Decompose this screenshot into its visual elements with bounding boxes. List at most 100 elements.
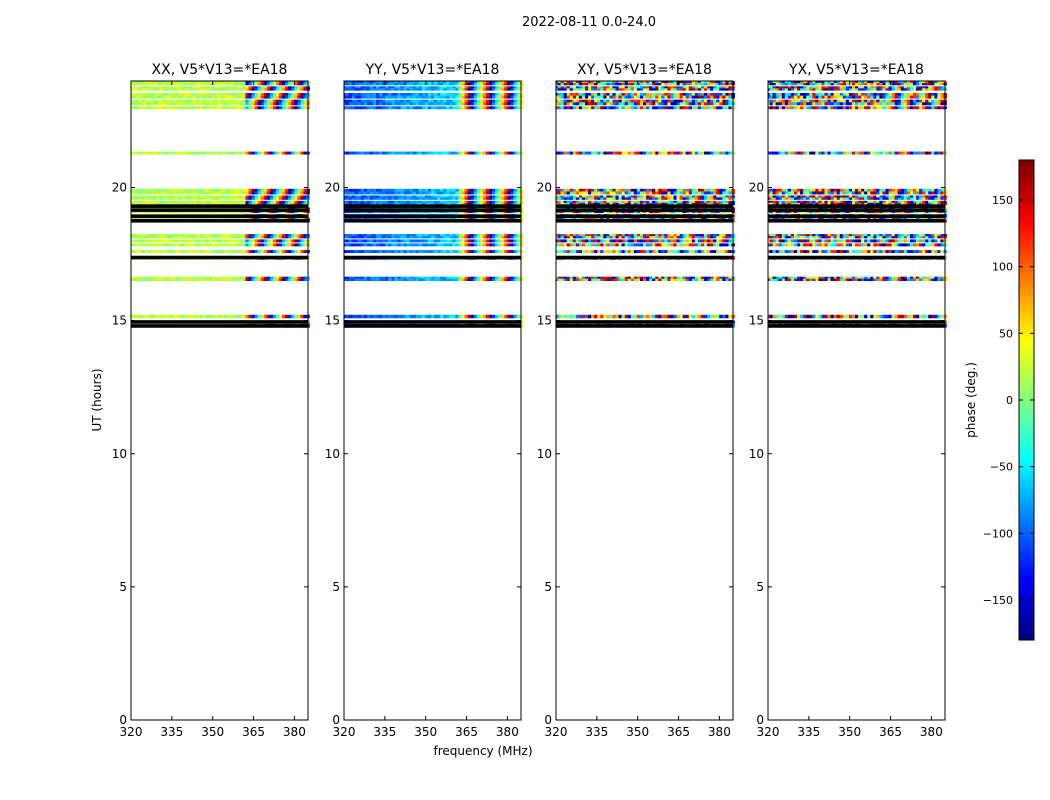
heatmap-cell — [184, 88, 188, 91]
heatmap-cell — [202, 188, 207, 192]
heatmap-cell — [612, 202, 616, 206]
flagged-row — [131, 324, 308, 328]
heatmap-cell — [285, 81, 289, 84]
heatmap-cell — [461, 95, 465, 99]
heatmap-cell — [144, 202, 149, 206]
heatmap-cell — [294, 99, 298, 103]
heatmap-cell — [673, 278, 677, 281]
heatmap-cell — [585, 200, 589, 204]
heatmap-cell — [153, 92, 158, 96]
heatmap-cell — [156, 88, 161, 91]
heatmap-cell — [348, 191, 352, 195]
heatmap-cell — [357, 250, 362, 254]
heatmap-cell — [242, 250, 246, 254]
heatmap-cell — [230, 195, 234, 198]
heatmap-cell — [431, 106, 435, 110]
flagged-row — [131, 218, 308, 223]
heatmap-cell — [566, 200, 571, 204]
heatmap-cell — [482, 314, 487, 319]
heatmap-cell — [412, 102, 417, 106]
heatmap-cell — [394, 243, 398, 247]
heatmap-cell — [713, 236, 717, 239]
heatmap-cell — [440, 200, 444, 204]
heatmap-cell — [236, 106, 240, 110]
heatmap-cell — [150, 88, 155, 91]
heatmap-cell — [227, 314, 231, 319]
heatmap-cell — [492, 86, 496, 89]
heatmap-cell — [345, 106, 349, 110]
heatmap-cell — [652, 234, 656, 237]
heatmap-cell — [279, 83, 283, 86]
heatmap-cell — [495, 197, 499, 200]
heatmap-cell — [636, 314, 641, 319]
heatmap-cell — [208, 314, 213, 319]
heatmap-cell — [479, 278, 484, 281]
heatmap-cell — [141, 151, 146, 155]
y-tick-label: 0 — [332, 713, 340, 727]
heatmap-cell — [187, 195, 191, 198]
heatmap-cell — [501, 83, 505, 86]
heatmap-cell — [482, 102, 487, 106]
heatmap-cell — [138, 202, 143, 206]
heatmap-cell — [700, 250, 705, 254]
heatmap-cell — [263, 250, 268, 254]
heatmap-cell — [707, 239, 711, 243]
heatmap-cell — [218, 92, 222, 96]
heatmap-cell — [633, 195, 638, 198]
heatmap-cell — [488, 83, 493, 86]
heatmap-cell — [163, 106, 167, 110]
heatmap-cell — [418, 188, 423, 192]
heatmap-cell — [513, 83, 517, 86]
heatmap-cell — [421, 243, 426, 247]
heatmap-cell — [214, 92, 219, 96]
heatmap-cell — [147, 239, 152, 243]
heatmap-cell — [588, 239, 592, 243]
heatmap-cell — [464, 314, 468, 319]
heatmap-cell — [163, 243, 167, 247]
heatmap-cell — [488, 243, 493, 247]
heatmap-cell — [485, 202, 490, 206]
x-tick-label: 320 — [333, 725, 356, 739]
heatmap-cell — [282, 197, 286, 200]
heatmap-cell — [363, 83, 368, 86]
heatmap-cell — [193, 234, 197, 237]
heatmap-cell — [621, 250, 626, 254]
heatmap-cell — [597, 236, 601, 239]
heatmap-cell — [196, 314, 201, 319]
heatmap-cell — [202, 243, 207, 247]
heatmap-cell — [376, 102, 380, 106]
heatmap-cell — [291, 95, 295, 99]
heatmap-cell — [345, 276, 349, 279]
heatmap-cell — [132, 276, 136, 279]
heatmap-cell — [138, 95, 143, 99]
heatmap-cell — [193, 95, 197, 99]
heatmap-cell — [431, 276, 435, 279]
heatmap-cell — [421, 106, 426, 110]
heatmap-cell — [427, 188, 432, 192]
heatmap-cell — [132, 191, 136, 195]
heatmap-cell — [479, 239, 484, 243]
heatmap-cell — [260, 86, 265, 89]
heatmap-cell — [397, 92, 401, 96]
heatmap-cell — [233, 99, 237, 103]
heatmap-cell — [360, 236, 365, 239]
heatmap-cell — [190, 83, 194, 86]
heatmap-cell — [636, 250, 641, 254]
heatmap-cell — [563, 243, 568, 247]
heatmap-cell — [682, 195, 687, 198]
heatmap-cell — [236, 88, 240, 91]
heatmap-cell — [473, 191, 478, 195]
heatmap-cell — [218, 239, 222, 243]
heatmap-cell — [473, 83, 478, 86]
heatmap-cell — [394, 239, 398, 243]
heatmap-cell — [369, 276, 374, 279]
heatmap-cell — [449, 191, 453, 195]
heatmap-cell — [184, 188, 188, 192]
heatmap-cell — [172, 234, 176, 237]
heatmap-cell — [363, 92, 368, 96]
heatmap-cell — [658, 314, 662, 319]
heatmap-cell — [612, 236, 616, 239]
heatmap-cell — [214, 236, 219, 239]
heatmap-cell — [199, 86, 204, 89]
heatmap-cell — [627, 314, 632, 319]
